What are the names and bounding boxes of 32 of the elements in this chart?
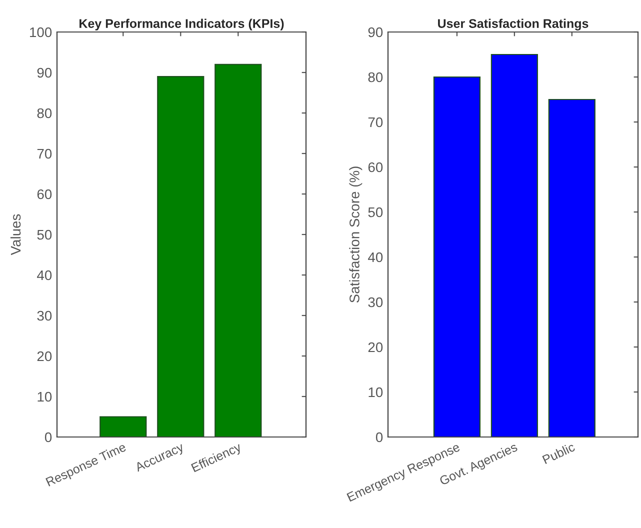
y-tick-label: 10 [38,392,52,402]
y-tick-label: 40 [368,252,383,262]
y-axis-title: Satisfaction Score (%) [349,166,362,303]
y-tick-label: 30 [368,297,383,308]
y-tick-label: 0 [376,432,383,442]
bar [548,98,596,437]
y-tick-label: 20 [37,351,52,362]
x-tick-label: Public [542,442,576,464]
bar [490,54,538,437]
y-tick-label: 90 [37,68,52,78]
bar [214,64,262,437]
y-tick-label: 80 [368,72,383,82]
chart-title: User Satisfaction Ratings [438,18,588,30]
y-tick-label: 30 [37,310,52,321]
y-tick-label: 40 [37,270,52,280]
y-tick-label: 80 [37,108,52,118]
bar [433,76,481,437]
y-tick-label: 50 [368,207,383,218]
y-axis-title: Values [10,214,21,256]
y-tick-label: 50 [37,230,52,240]
bar [157,76,204,437]
y-tick-label: 0 [44,432,52,442]
y-tick-label: 60 [368,162,383,172]
chart-title: Key Performance Indicators (KPIs) [80,18,284,30]
y-tick-label: 60 [37,189,52,200]
y-tick-label: 100 [30,27,52,38]
y-tick-label: 90 [368,27,383,38]
y-tick-label: 20 [368,342,383,352]
y-tick-label: 10 [368,387,383,398]
y-tick-label: 70 [368,117,383,128]
bar [100,416,147,437]
y-tick-label: 70 [37,148,52,159]
